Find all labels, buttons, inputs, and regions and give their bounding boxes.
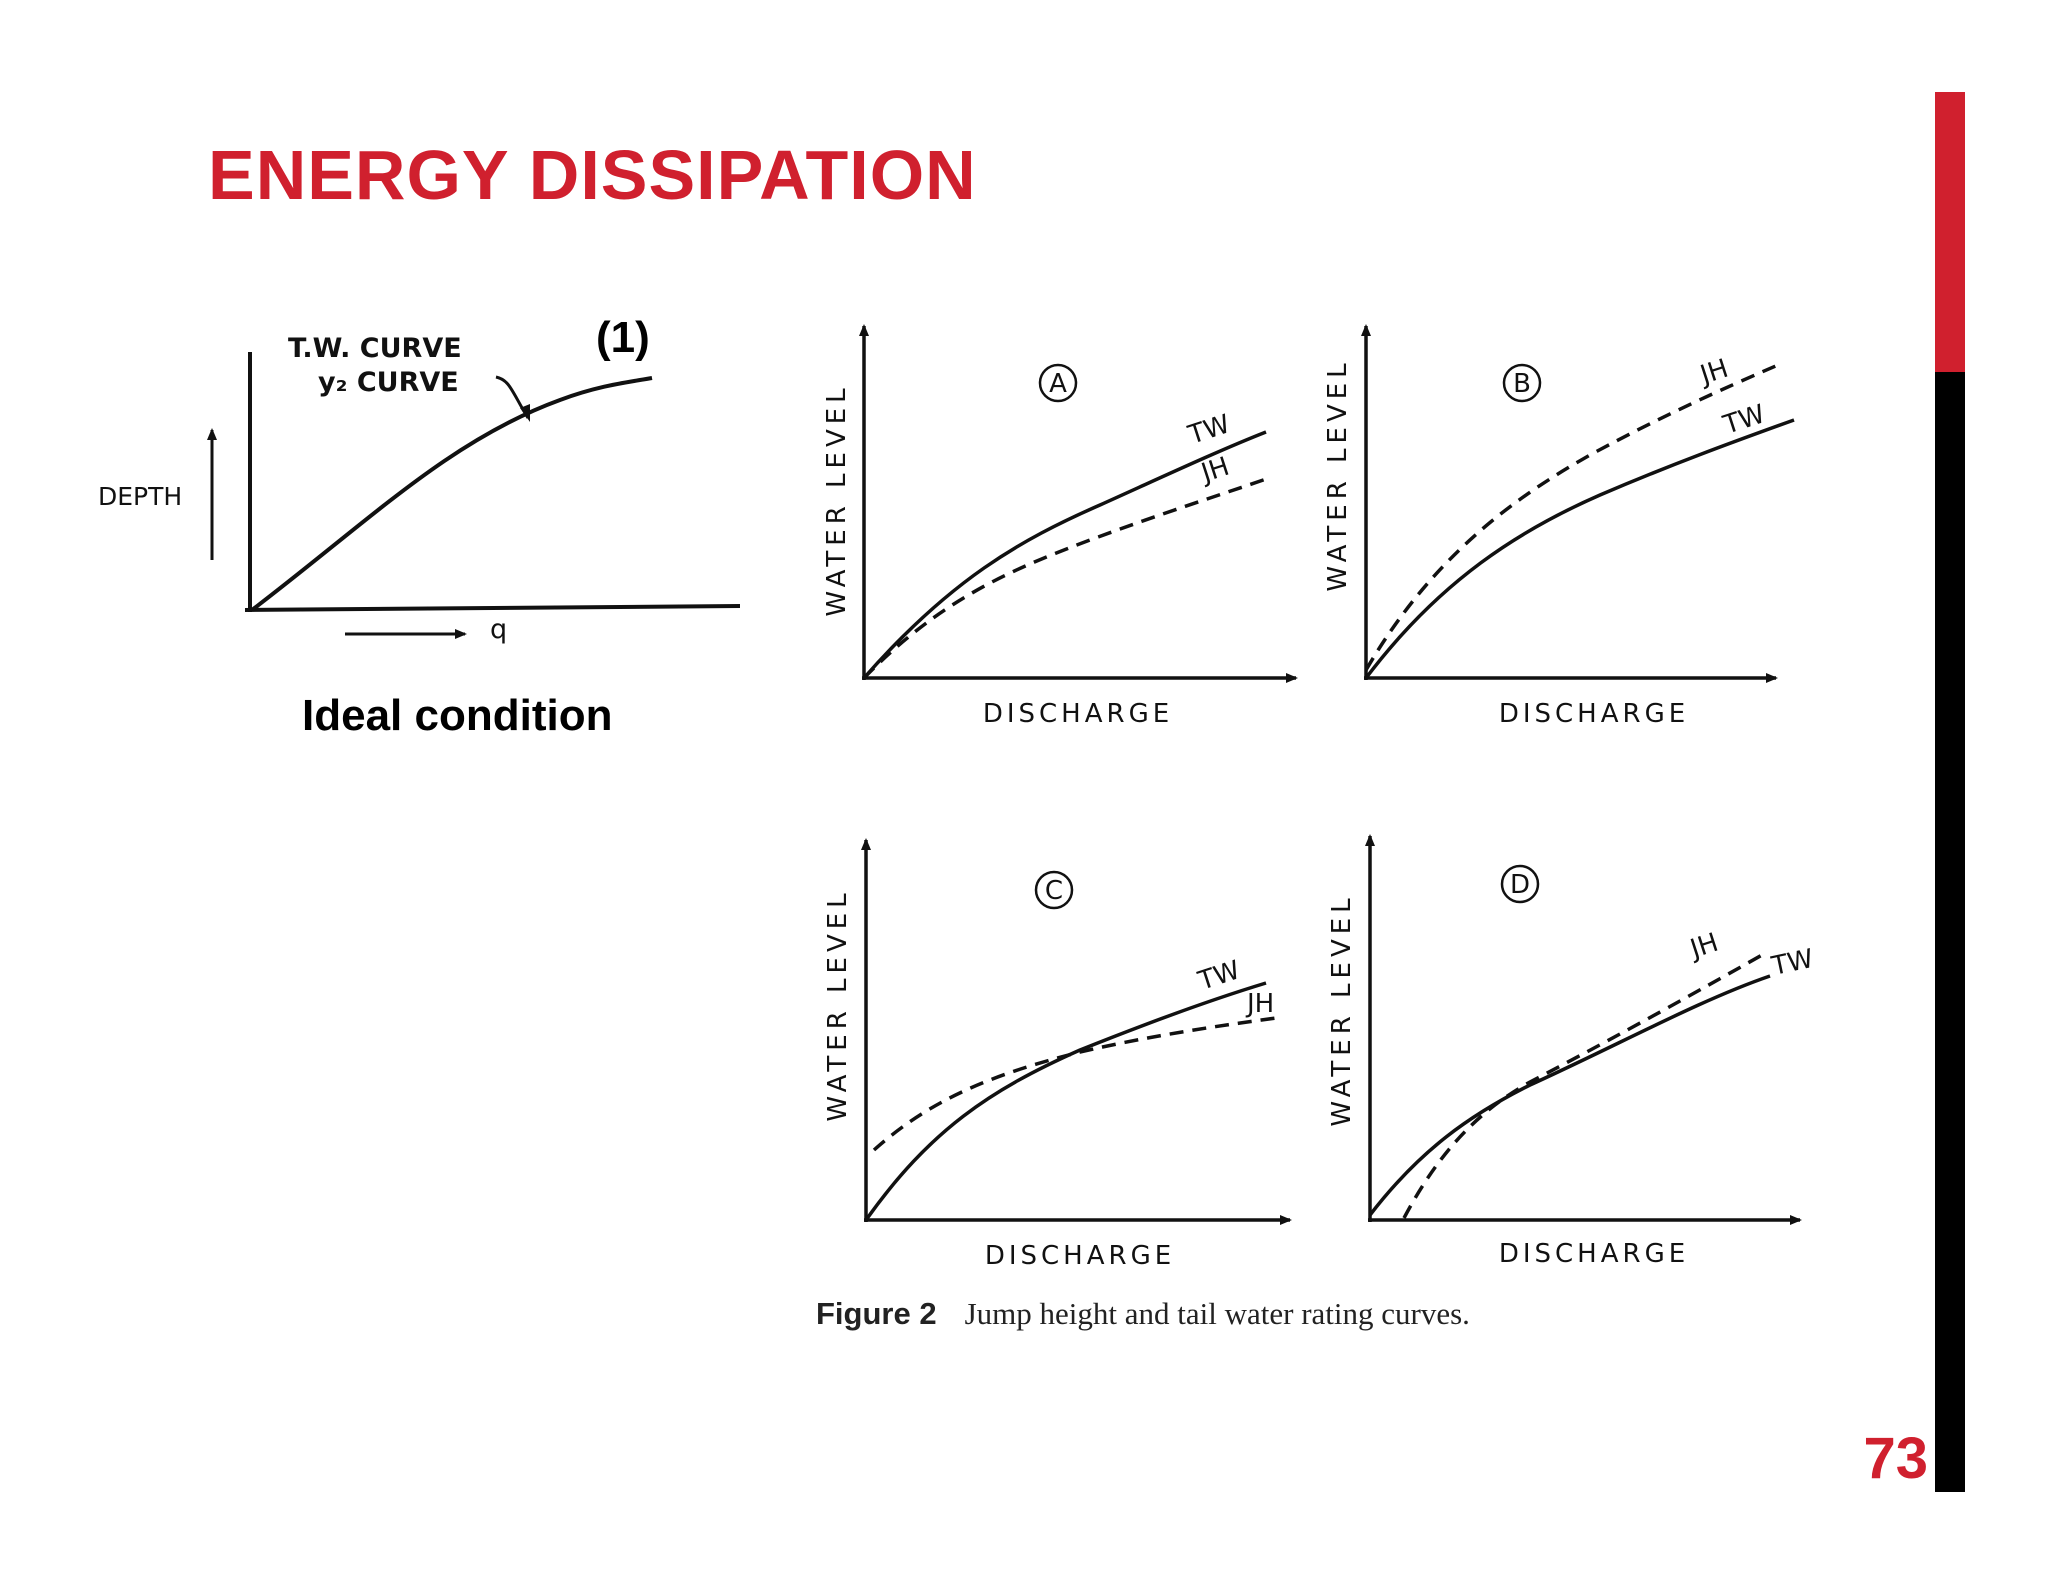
panel-a: A TW JH WATER LEVEL DISCHARGE <box>822 324 1298 729</box>
panel-d-tw-label: TW <box>1768 944 1816 982</box>
panel-b-y-label: WATER LEVEL <box>1323 358 1353 591</box>
panel-a-tw-curve <box>862 430 1267 680</box>
panel-a-jh-curve <box>862 475 1273 680</box>
panel-c-jh-curve <box>872 1016 1277 1152</box>
ideal-y2-curve-label: y₂ CURVE <box>318 367 459 398</box>
panel-a-tw-label: TW <box>1184 409 1234 451</box>
panel-b-id: B <box>1513 369 1531 399</box>
panel-a-jh-label: JH <box>1196 452 1233 490</box>
panel-c-jh-label: JH <box>1245 989 1274 1019</box>
panel-a-y-label: WATER LEVEL <box>822 383 852 616</box>
figure-caption-number: Figure 2 <box>816 1296 937 1331</box>
side-bar-black <box>1935 372 1965 1492</box>
panel-c-x-label: DISCHARGE <box>985 1241 1175 1271</box>
panel-b-tw-label: TW <box>1719 399 1769 441</box>
panel-d-y-label: WATER LEVEL <box>1327 893 1357 1126</box>
ideal-leader-arrowhead <box>520 404 530 422</box>
panel-b-tw-curve <box>1364 418 1795 680</box>
panel-d-id-circle <box>1500 864 1540 904</box>
panel-d-tw-curve <box>1368 974 1771 1217</box>
panel-c-id: C <box>1045 876 1063 906</box>
ideal-tw-curve-label: T.W. CURVE <box>288 333 462 364</box>
panel-d-jh-curve <box>1402 953 1763 1219</box>
panel-a-id: A <box>1049 369 1067 399</box>
ideal-tw-y2-curve <box>250 376 653 612</box>
panel-a-x-label: DISCHARGE <box>983 699 1173 729</box>
panel-d-x-label: DISCHARGE <box>1499 1239 1689 1269</box>
panel-b: B JH TW WATER LEVEL DISCHARGE <box>1323 324 1795 729</box>
figure-caption: Figure 2 Jump height and tail water ratin… <box>816 1298 1470 1329</box>
panel-c: C TW JH WATER LEVEL DISCHARGE <box>823 838 1292 1271</box>
slide-title: ENERGY DISSIPATION <box>208 136 977 214</box>
panel-c-y-label: WATER LEVEL <box>823 888 853 1121</box>
figure-caption-text: Jump height and tail water rating curves… <box>964 1296 1470 1331</box>
panel-a-id-circle <box>1038 363 1078 403</box>
panel-b-id-circle <box>1502 363 1542 403</box>
ideal-q-label: q <box>490 614 507 645</box>
panel-b-jh-label: JH <box>1695 354 1732 392</box>
ideal-number-label: (1) <box>596 313 650 362</box>
side-bar-red <box>1935 92 1965 372</box>
page-number: 73 <box>1863 1426 1928 1491</box>
panel-c-id-circle <box>1034 870 1074 910</box>
ideal-diagram: T.W. CURVE y₂ CURVE DEPTH q (1) <box>98 313 741 645</box>
ideal-condition-label: Ideal condition <box>302 691 613 740</box>
panel-b-jh-curve <box>1364 363 1779 671</box>
panel-c-tw-curve <box>864 981 1267 1222</box>
panel-b-x-label: DISCHARGE <box>1499 699 1689 729</box>
panel-d: D JH TW WATER LEVEL DISCHARGE <box>1327 834 1816 1269</box>
ideal-depth-label: DEPTH <box>98 482 182 511</box>
panel-d-id: D <box>1510 870 1530 900</box>
panel-d-jh-label: JH <box>1685 928 1722 966</box>
ideal-x-axis <box>244 604 741 612</box>
